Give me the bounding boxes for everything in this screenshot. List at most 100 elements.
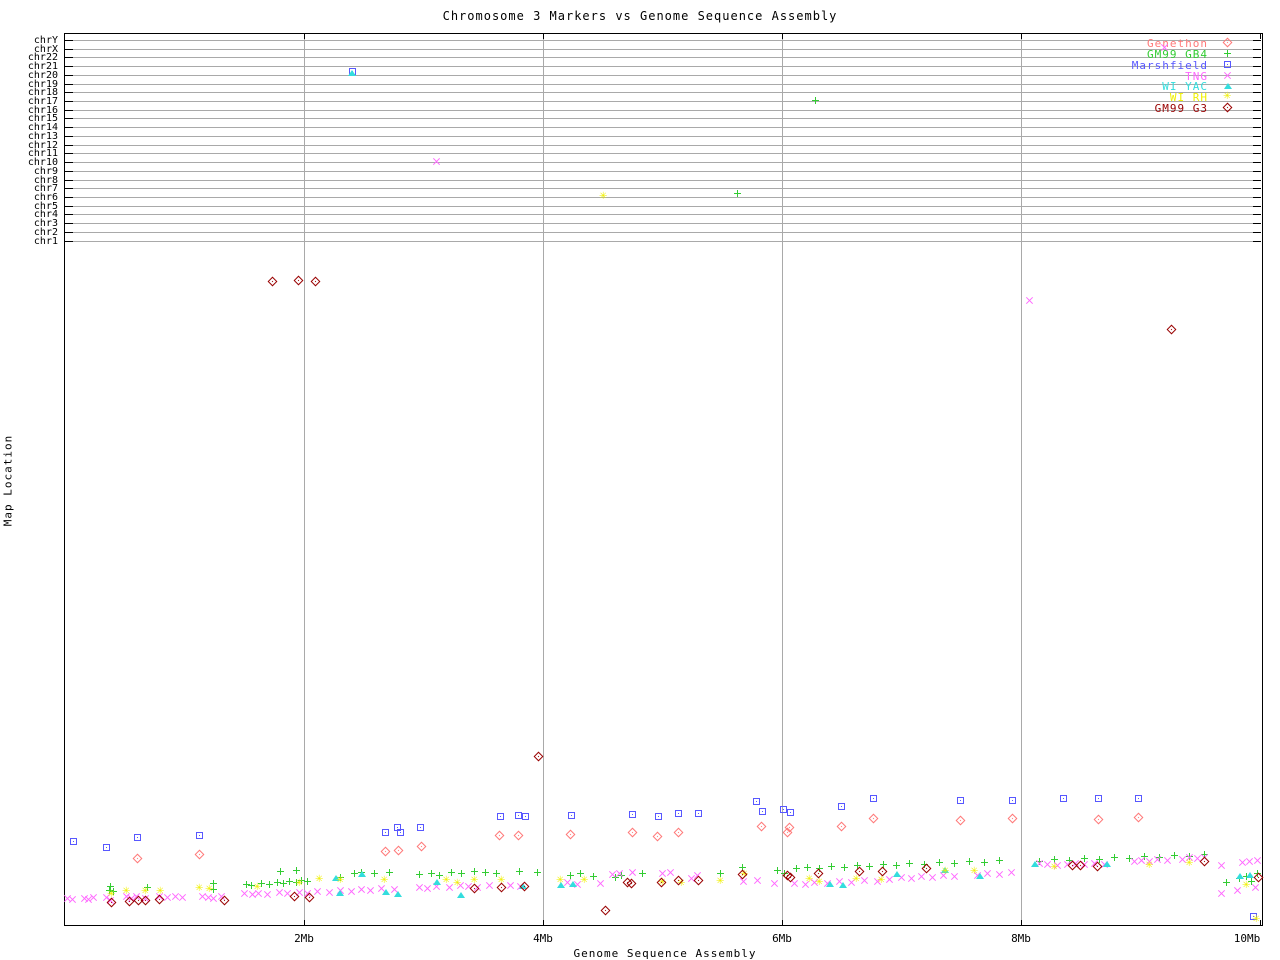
data-point-marshfield [1095,795,1102,802]
data-point-tng [1234,887,1241,894]
x-tick-top-10Mb [1260,34,1261,39]
data-point-marshfield [957,797,964,804]
data-point-wi-yac [1246,872,1254,878]
data-point-tng [1154,856,1161,863]
data-point-wi-rh [1050,863,1059,872]
data-point-marshfield [382,829,389,836]
legend-label-wi-yac: WI YAC [1162,80,1208,94]
chr-tick-right-chr5 [1253,206,1261,207]
data-point-tng [1218,862,1225,869]
data-point-tng [276,889,283,896]
data-point-tng [1239,859,1246,866]
data-point-gm99-gb4 [1248,878,1255,885]
chr-line-chr8 [65,180,1261,181]
data-point-tng [1246,858,1253,865]
x-tick-top-6Mb [782,34,783,39]
chr-tick-right-chr7 [1253,188,1261,189]
data-point-tng [918,873,925,880]
chr-line-chr9 [65,171,1261,172]
data-point-tng [90,894,97,901]
chr-label-chr3: chr3 [33,218,58,229]
data-point-marshfield [134,834,141,841]
data-point-wi-rh [1185,859,1194,868]
data-point-gm99-gb4 [804,864,811,871]
chr-tick-left-chr5 [65,206,73,207]
data-point-gm99-gb4 [906,860,913,867]
data-point-wi-rh [716,877,725,886]
x-tick-label-4Mb: 4Mb [533,932,553,945]
data-point-tng [659,870,666,877]
chr-line-chr13 [65,136,1261,137]
data-point-gm99-gb4 [739,864,746,871]
chr-line-chr4 [65,214,1261,215]
data-point-gm99-gb4 [293,867,300,874]
data-point-gm99-gb4 [351,870,358,877]
chr-label-chr18: chr18 [27,87,58,98]
chr-tick-left-chr9 [65,171,73,172]
data-point-gm99-gb4 [386,869,393,876]
chr-tick-right-chr18 [1253,92,1261,93]
chr-line-chr1 [65,241,1261,242]
chr-tick-left-chr11 [65,153,73,154]
chr-line-chr12 [65,145,1261,146]
data-point-gm99-gb4 [1126,855,1133,862]
chr-tick-left-chr12 [65,145,73,146]
data-point-tng [1218,890,1225,897]
chr-line-chr19 [65,84,1261,85]
data-point-wi-yac [394,891,402,897]
x-gridline-4Mb [543,34,544,924]
data-point-marshfield [1135,795,1142,802]
data-point-tng [616,870,623,877]
data-point-tng [241,890,248,897]
data-point-gm99-gb4 [639,870,646,877]
chr-line-chr21 [65,66,1261,67]
chr-tick-right-chr15 [1253,118,1261,119]
data-point-marshfield [1009,797,1016,804]
chr-tick-left-chrX [65,49,73,50]
data-point-tng [861,877,868,884]
data-point-wi-yac [839,882,847,888]
data-point-tng [1254,857,1261,864]
x-tick-top-8Mb [1021,34,1022,39]
chr-label-chrY: chrY [33,35,58,46]
legend-marker-star-icon [1223,92,1232,101]
data-point-wi-yac [1103,861,1111,867]
data-point-tng [507,882,514,889]
data-point-wi-rh [941,867,950,876]
data-point-gm99-gb4 [816,865,823,872]
data-point-tng [1161,44,1168,51]
chr-label-chr22: chr22 [27,52,58,63]
chr-label-chr8: chr8 [33,175,58,186]
chr-tick-left-chr4 [65,214,73,215]
x-gridline-8Mb [1021,34,1022,924]
data-point-marshfield [497,813,504,820]
chr-tick-left-chr19 [65,84,73,85]
data-point-tng [771,880,778,887]
chr-tick-right-chr2 [1253,232,1261,233]
chr-label-chr20: chr20 [27,70,58,81]
data-point-gm99-gb4 [277,868,284,875]
data-point-tng [69,896,76,903]
data-point-tng [210,895,217,902]
chr-tick-left-chrY [65,40,73,41]
data-point-gm99-gb4 [717,870,724,877]
x-tick-bottom-8Mb [1021,920,1022,925]
data-point-wi-rh [205,885,214,894]
data-point-wi-rh [815,878,824,887]
data-point-gm99-gb4 [493,870,500,877]
data-point-wi-rh [677,879,686,888]
data-point-gm99-gb4 [996,857,1003,864]
data-point-wi-rh [141,887,150,896]
chr-line-chr15 [65,118,1261,119]
data-point-wi-rh [1242,881,1251,890]
data-point-tng [1008,869,1015,876]
data-point-marshfield [196,832,203,839]
data-point-marshfield [568,812,575,819]
data-point-gm99-gb4 [966,858,973,865]
chr-tick-left-chr22 [65,57,73,58]
data-point-wi-rh [1145,861,1154,870]
chr-tick-left-chr15 [65,118,73,119]
data-point-wi-rh [599,192,608,201]
data-point-gm99-gb4 [812,97,819,104]
data-point-marshfield [1060,795,1067,802]
